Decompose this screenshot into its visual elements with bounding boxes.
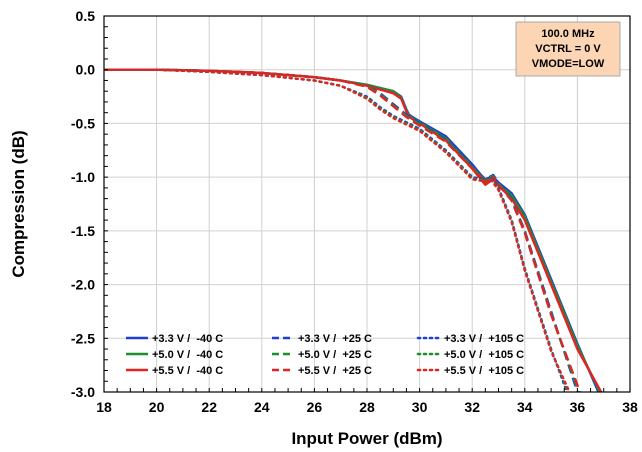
x-tick-label: 38 xyxy=(622,399,638,415)
x-tick-label: 20 xyxy=(149,399,165,415)
legend-label-7: +5.0 V / +105 C xyxy=(444,349,524,361)
axis-layer: 18 20 22 24 26 28 30 32 34 36 38 0.5 0.0 -0.5 -1.0 -1.5… xyxy=(71,8,638,415)
annotation-background xyxy=(515,21,621,77)
y-tick-label: 0.5 xyxy=(76,8,96,24)
x-tick-label: 18 xyxy=(96,399,112,415)
series-line-5 xyxy=(104,68,582,392)
legend-label-0: +3.3 V / -40 C xyxy=(152,333,223,345)
annotation-box: 100.0 MHz VCTRL = 0 V VMODE=LOW xyxy=(515,21,621,77)
annotation-line-0: 100.0 MHz xyxy=(541,28,595,40)
y-tick-label: -1.5 xyxy=(71,223,95,239)
annotation-line-2: VMODE=LOW xyxy=(532,58,605,70)
legend-label-5: +5.5 V / +25 C xyxy=(298,365,372,377)
legend-label-8: +5.5 V / +105 C xyxy=(444,365,524,377)
x-tick-label: 26 xyxy=(307,399,323,415)
plot-frame xyxy=(103,15,631,393)
legend-label-2: +5.5 V / -40 C xyxy=(152,365,223,377)
y-tick-label: -3.0 xyxy=(71,384,95,400)
x-tick-label: 34 xyxy=(517,399,533,415)
x-tick-label: 28 xyxy=(359,399,375,415)
series-line-8 xyxy=(104,68,571,392)
y-tick-label: -2.0 xyxy=(71,277,95,293)
y-axis-title: Compression (dB) xyxy=(9,130,28,277)
legend-label-6: +3.3 V / +105 C xyxy=(444,333,524,345)
y-tick-label: -1.0 xyxy=(71,169,95,185)
legend-label-3: +3.3 V / +25 C xyxy=(298,333,372,345)
y-tick-label: 0.0 xyxy=(76,62,96,78)
x-tick-label: 36 xyxy=(570,399,586,415)
legend: +3.3 V / -40 C +5.0 V / -40 C +5.5 V / -40… xyxy=(126,333,524,377)
x-tick-label: 30 xyxy=(412,399,428,415)
annotation-line-1: VCTRL = 0 V xyxy=(535,43,601,55)
x-tick-label: 24 xyxy=(254,399,270,415)
data-layer xyxy=(104,68,603,392)
y-tick-label: -2.5 xyxy=(71,330,95,346)
legend-label-1: +5.0 V / -40 C xyxy=(152,349,223,361)
x-axis-title: Input Power (dBm) xyxy=(291,429,442,448)
x-tick-label: 32 xyxy=(464,399,480,415)
y-tick-label: -0.5 xyxy=(71,115,95,131)
x-tick-label: 22 xyxy=(201,399,217,415)
legend-label-4: +5.0 V / +25 C xyxy=(298,349,372,361)
